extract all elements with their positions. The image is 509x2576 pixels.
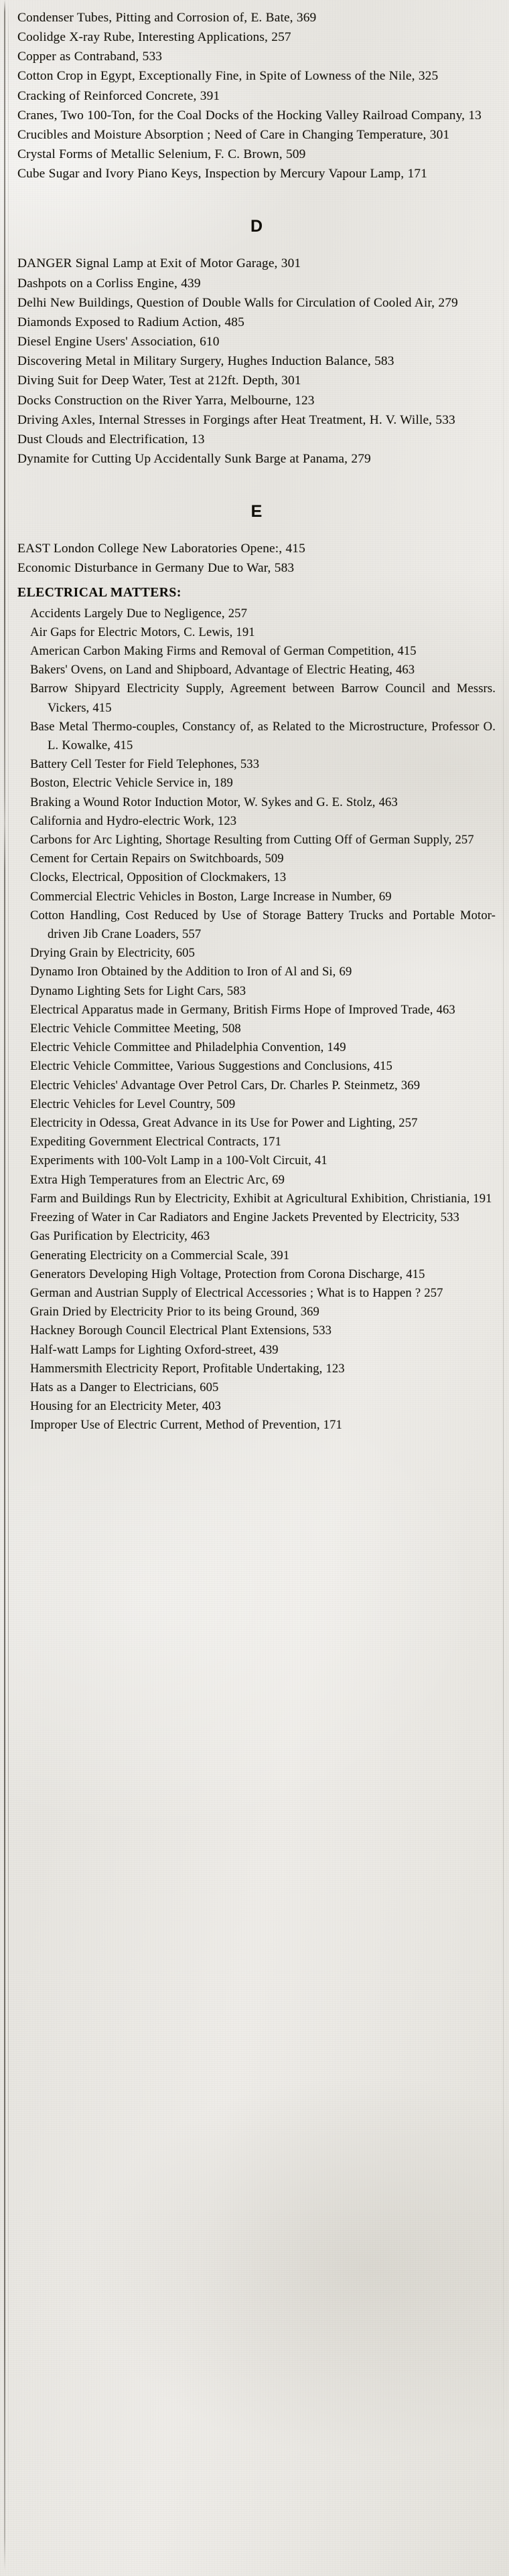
section-spacer [17,183,496,217]
section-letter-d: D [250,217,263,236]
index-entry: Cotton Crop in Egypt, Exceptionally Fine… [17,69,439,84]
index-subentry: California and Hydro-electric Work, 123 [30,813,237,828]
index-subentry: Hammersmith Electricity Report, Profitab… [30,1361,345,1376]
index-subentry: Barrow Shipyard Electricity Supply, Agre… [30,681,496,715]
index-subentry: Generators Developing High Voltage, Prot… [30,1267,425,1281]
section-letter-e: E [250,502,263,521]
index-subentry: Bakers' Ovens, on Land and Shipboard, Ad… [30,663,415,677]
index-subentry: Drying Grain by Electricity, 605 [30,946,196,961]
index-subentry: Clocks, Electrical, Opposition of Clockm… [30,870,287,885]
index-subentry: Air Gaps for Electric Motors, C. Lewis, … [30,625,255,639]
index-entry: Economic Disturbance in Germany Due to W… [17,561,295,576]
index-subentry: Electric Vehicles for Level Country, 509 [30,1097,236,1111]
index-subentry: American Carbon Making Firms and Removal… [30,644,417,658]
index-entry: Cube Sugar and Ivory Piano Keys, Inspect… [17,167,427,181]
index-subentry: Carbons for Arc Lighting, Shortage Resul… [30,833,474,848]
index-entry: Discovering Metal in Military Surgery, H… [17,354,394,369]
index-entry: Driving Axles, Internal Stresses in Forg… [17,412,455,427]
index-entry: Docks Construction on the River Yarra, M… [17,393,315,408]
index-subentry: Electric Vehicle Committee, Various Sugg… [30,1059,392,1074]
section-spacer [17,521,496,539]
index-section-c-continued: Condenser Tubes, Pitting and Corrosion o… [17,8,496,183]
index-subentry: German and Austrian Supply of Electrical… [30,1285,443,1300]
index-subentry: Freezing of Water in Car Radiators and E… [30,1210,459,1225]
index-column: Condenser Tubes, Pitting and Corrosion o… [17,8,496,1435]
index-subentry: Electricity in Odessa, Great Advance in … [30,1116,418,1131]
index-subentry: Expediting Government Electrical Contrac… [30,1135,281,1149]
index-subentry: Cement for Certain Repairs on Switchboar… [30,852,284,866]
index-section-d: DANGER Signal Lamp at Exit of Motor Gara… [17,254,496,469]
index-subentry: Half-watt Lamps for Lighting Oxford-stre… [30,1342,279,1357]
index-subentry: Hackney Borough Council Electrical Plant… [30,1323,332,1338]
index-entry: Dynamite for Cutting Up Accidentally Sun… [17,451,371,466]
index-subentry: Commercial Electric Vehicles in Boston, … [30,889,392,904]
index-subentry: Electrical Apparatus made in Germany, Br… [30,1002,455,1017]
index-subentry: Generating Electricity on a Commercial S… [30,1248,290,1263]
index-section-e: EAST London College New Laboratories Ope… [17,539,496,1435]
index-entry: Cranes, Two 100-Ton, for the Coal Docks … [17,108,482,123]
index-subentry: Accidents Largely Due to Negligence, 257 [30,606,248,621]
index-subentry: Electric Vehicles' Advantage Over Petrol… [30,1078,421,1093]
index-entry: Crystal Forms of Metallic Selenium, F. C… [17,147,306,162]
index-entry: Dashpots on a Corliss Engine, 439 [17,276,201,291]
index-entry: DANGER Signal Lamp at Exit of Motor Gara… [17,256,301,271]
index-subentry: Improper Use of Electric Current, Method… [30,1418,342,1433]
index-subentry: Boston, Electric Vehicle Service in, 189 [30,776,233,791]
index-entry: Diamonds Exposed to Radium Action, 485 [17,315,244,329]
index-subentry: Battery Cell Tester for Field Telephones… [30,757,260,772]
index-entry: Crucibles and Moisture Absorption ; Need… [17,127,450,142]
index-entry: Condenser Tubes, Pitting and Corrosion o… [17,11,317,25]
index-subentry: Electric Vehicle Committee Meeting, 508 [30,1022,241,1036]
index-entry: EAST London College New Laboratories Ope… [17,542,305,556]
index-entry: Copper as Contraband, 533 [17,50,163,64]
index-entry: Diving Suit for Deep Water, Test at 212f… [17,374,301,388]
index-subentry: Dynamo Iron Obtained by the Addition to … [30,965,352,979]
index-subentry: Electric Vehicle Committee and Philadelp… [30,1040,346,1055]
index-entry: Diesel Engine Users' Association, 610 [17,335,220,349]
index-subentry: Cotton Handling, Cost Reduced by Use of … [30,908,496,942]
index-subentry: Grain Dried by Electricity Prior to its … [30,1305,319,1319]
index-subentry: Gas Purification by Electricity, 463 [30,1229,210,1244]
index-entry: Cracking of Reinforced Concrete, 391 [17,88,220,103]
index-entry: Delhi New Buildings, Question of Double … [17,295,458,310]
index-subentry: Dynamo Lighting Sets for Light Cars, 583 [30,983,246,998]
index-subentry: Extra High Temperatures from an Electric… [30,1172,285,1187]
index-subentry: Braking a Wound Rotor Induction Motor, W… [30,795,398,809]
index-entry: Dust Clouds and Electrification, 13 [17,432,205,447]
index-subentry: Hats as a Danger to Electricians, 605 [30,1380,219,1394]
index-subentry: Farm and Buildings Run by Electricity, E… [30,1191,492,1206]
index-subentry: Base Metal Thermo-couples, Constancy of,… [30,719,496,753]
index-catchword-heading: ELECTRICAL MATTERS: [17,586,181,600]
section-spacer [17,236,496,254]
index-entry: Coolidge X-ray Rube, Interesting Applica… [17,30,291,45]
index-subentry: Housing for an Electricity Meter, 403 [30,1399,222,1414]
section-spacer [17,469,496,502]
index-subentry: Experiments with 100-Volt Lamp in a 100-… [30,1153,328,1168]
